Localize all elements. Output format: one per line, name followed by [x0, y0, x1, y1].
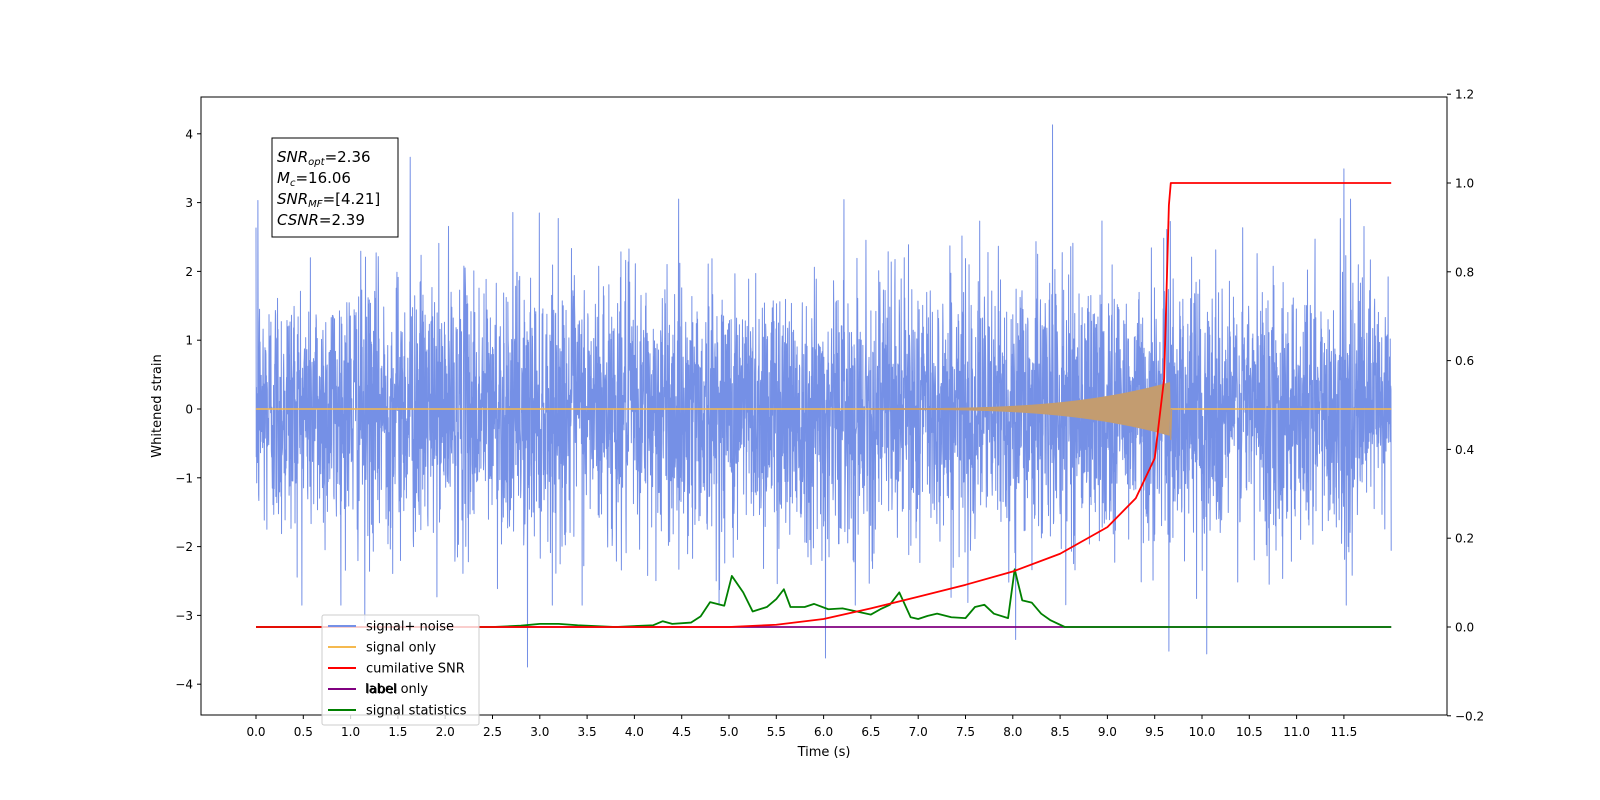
y2-tick-label: 0.0 [1455, 621, 1474, 635]
y2-tick-label: 0.2 [1455, 532, 1474, 546]
y2-tick-label: 0.4 [1455, 443, 1474, 457]
signal-only-series [256, 382, 1392, 440]
annotation-line: SNRMF=[4.21] [277, 190, 380, 210]
annotation-frame [271, 137, 399, 238]
x-tick-label: 5.0 [719, 725, 738, 739]
x-tick-label: 9.5 [1145, 725, 1164, 739]
x-axis: 0.0 0.5 1.0 1.5 2.0 2.5 3.0 3.5 4.0 4.5 5.0 5.5 6.0 6… [246, 715, 1357, 739]
legend-label: cumilative SNR [366, 662, 465, 677]
signal-statistics-line [256, 568, 1392, 628]
legend-label: signal+ noise [366, 620, 454, 635]
y2-tick-label: 0.6 [1455, 354, 1474, 368]
legend-hidden-fragments: label only [365, 682, 428, 697]
legend: label only signal+ noise signal only cumil… [321, 614, 480, 726]
y2-tick-label: 1.0 [1455, 177, 1474, 191]
x-tick-label: 1.5 [388, 725, 407, 739]
legend-label: label [366, 683, 397, 698]
x-tick-label: 7.0 [909, 725, 928, 739]
cumulative-snr-line [256, 182, 1392, 628]
x-tick-label: 7.5 [956, 725, 975, 739]
signal-noise-series [255, 124, 1392, 668]
y-axis-right: 1.2 1.0 0.8 0.6 0.4 0.2 0.0 −0.2 [1447, 88, 1484, 723]
y-tick-label: −3 [175, 609, 193, 623]
legend-frame [321, 614, 480, 726]
x-tick-label: 10.0 [1189, 725, 1216, 739]
legend-label: signal only [366, 641, 436, 656]
y-axis-label: Whitened strain [150, 354, 165, 457]
signal-noise-line [255, 124, 1392, 668]
x-tick-label: 2.5 [483, 725, 502, 739]
x-tick-label: 6.0 [814, 725, 833, 739]
x-tick-label: 0.5 [294, 725, 313, 739]
y2-tick-label: 1.2 [1455, 88, 1474, 102]
cumulative-snr-series [256, 182, 1392, 628]
x-axis-label: Time (s) [797, 745, 851, 760]
x-tick-label: 0.0 [246, 725, 265, 739]
annotation-line: SNRopt=2.36 [277, 148, 371, 168]
x-tick-label: 2.0 [436, 725, 455, 739]
x-tick-label: 3.5 [578, 725, 597, 739]
x-tick-label: 4.0 [625, 725, 644, 739]
annotation-line: Mc=16.06 [277, 169, 351, 189]
x-tick-label: 1.0 [341, 725, 360, 739]
x-tick-label: 6.5 [861, 725, 880, 739]
y-tick-label: 2 [185, 265, 193, 279]
legend-items: signal+ noise signal only cumilative SNR la… [328, 620, 467, 719]
y-tick-label: 3 [185, 196, 193, 210]
x-tick-label: 11.0 [1283, 725, 1310, 739]
y-tick-label: −2 [175, 540, 193, 554]
legend-hidden-label-only: label only [365, 682, 428, 697]
y-axis-left: 4 3 2 1 0 −1 −2 −3 −4 [175, 127, 201, 692]
x-tick-label: 3.0 [530, 725, 549, 739]
y2-tick-label: 0.8 [1455, 265, 1474, 279]
x-tick-label: 11.5 [1331, 725, 1358, 739]
y-tick-label: −4 [175, 678, 193, 692]
annotation-line: CSNR=2.39 [277, 211, 365, 229]
y-tick-label: 1 [185, 334, 193, 348]
x-tick-label: 8.0 [1003, 725, 1022, 739]
x-tick-label: 9.0 [1098, 725, 1117, 739]
y-tick-label: 0 [185, 403, 193, 417]
y2-tick-label: −0.2 [1455, 709, 1484, 723]
y-tick-label: 4 [185, 127, 193, 141]
x-tick-label: 8.5 [1051, 725, 1070, 739]
x-tick-label: 5.5 [767, 725, 786, 739]
x-tick-label: 4.5 [672, 725, 691, 739]
y-tick-label: −1 [175, 471, 193, 485]
signal-statistics-series [256, 568, 1392, 628]
x-tick-label: 10.5 [1236, 725, 1263, 739]
signal-only-chirp [870, 382, 1173, 440]
legend-label: signal statistics [366, 704, 467, 719]
